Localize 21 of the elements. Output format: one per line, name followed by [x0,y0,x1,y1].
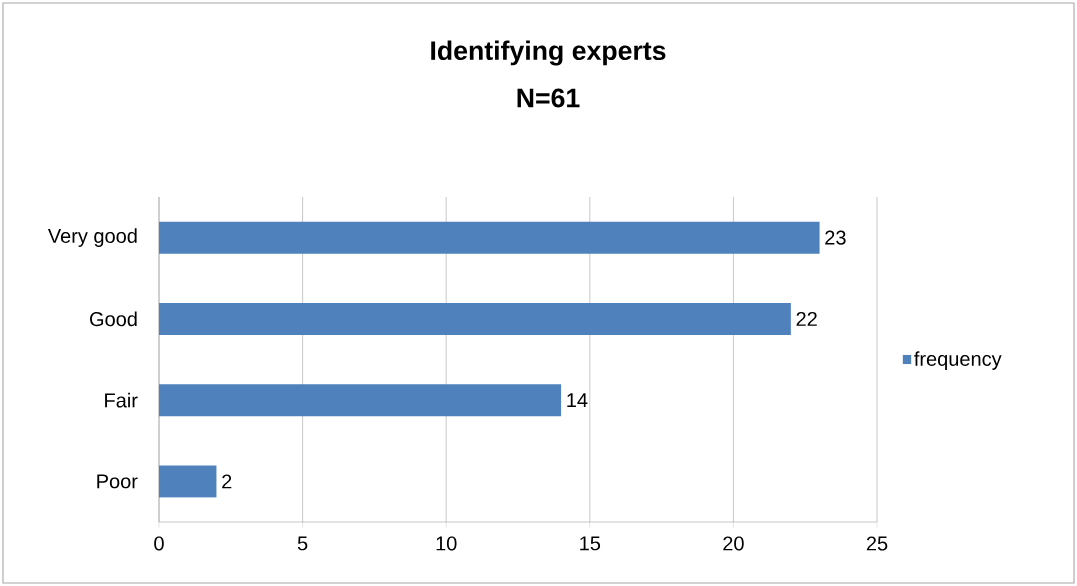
data-label: 23 [825,230,846,245]
x-tick-label: 0 [154,536,164,551]
x-tick-label: 10 [436,536,457,551]
x-tick-label: 25 [866,536,888,551]
y-tick-label: Poor [97,474,138,489]
x-tick-label: 5 [297,536,308,551]
data-label: 14 [567,393,588,408]
y-tick-label: Good [90,311,137,327]
y-tick-label: Very good [47,228,137,247]
bar [159,221,820,254]
x-tick-label: 15 [580,536,601,551]
y-tick-label: Fair [105,392,138,408]
legend-label: frequency [914,351,1002,370]
bar [159,384,562,417]
x-tick-label: 20 [723,536,744,551]
bar [159,465,217,498]
chart-subtitle: N=61 [517,88,580,108]
data-label: 2 [222,474,232,489]
data-label: 22 [796,311,817,326]
bar [159,302,791,335]
chart-title: Identifying experts [431,40,666,66]
